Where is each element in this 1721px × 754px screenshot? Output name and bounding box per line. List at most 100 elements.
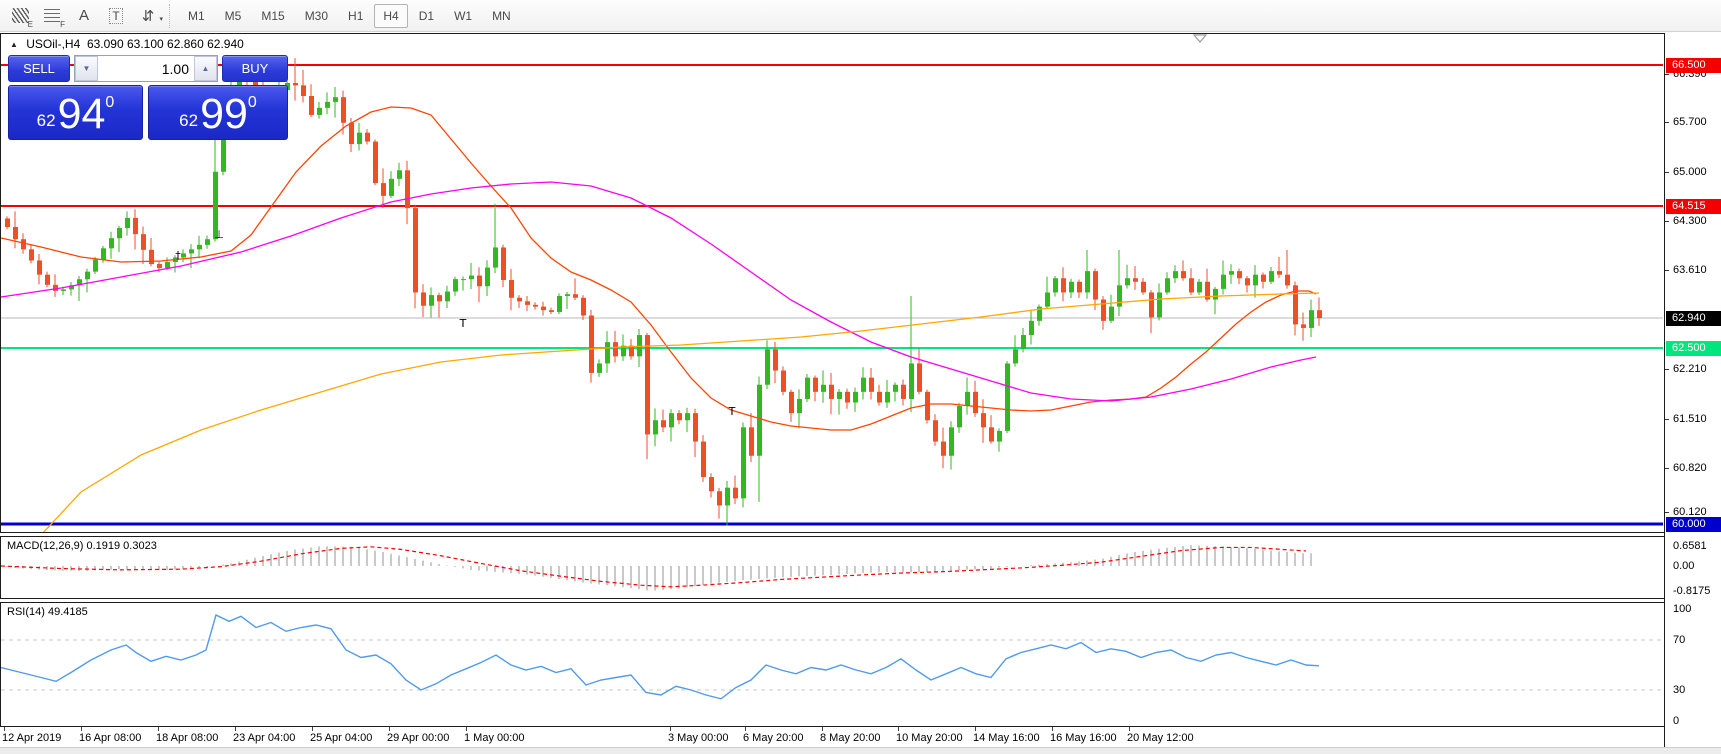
price-tick-label: 61.510 bbox=[1673, 413, 1707, 425]
price-tick-label: 60.120 bbox=[1673, 506, 1707, 518]
timeframe-button-mn[interactable]: MN bbox=[492, 8, 511, 23]
timeframe-button-w1[interactable]: W1 bbox=[454, 8, 473, 23]
timeframe-toolbar: M1 M5 M15 M30 H1 H4 D1 W1 MN bbox=[178, 3, 521, 28]
price-tick-mark bbox=[1665, 468, 1669, 469]
sell-button[interactable]: SELL bbox=[8, 55, 70, 82]
time-axis-label: 8 May 20:00 bbox=[820, 732, 881, 744]
price-badge-62.500: 62.500 bbox=[1666, 341, 1721, 356]
rsi-pane[interactable]: RSI(14) 49.4185 bbox=[0, 602, 1664, 727]
chart-shift-marker-icon bbox=[1192, 34, 1208, 43]
rsi-axis-label: 70 bbox=[1673, 634, 1686, 646]
price-tick-label: 62.210 bbox=[1673, 363, 1707, 375]
timeframe-button-m1[interactable]: M1 bbox=[188, 8, 205, 23]
glyph: A bbox=[78, 7, 89, 24]
bottom-strip bbox=[0, 747, 1721, 754]
time-axis-label: 10 May 20:00 bbox=[896, 732, 963, 744]
glyph: T bbox=[109, 7, 123, 24]
timeframe-button-d1[interactable]: D1 bbox=[418, 8, 435, 23]
ma-mid-magenta bbox=[1, 181, 1317, 402]
time-axis-label: 6 May 20:00 bbox=[743, 732, 804, 744]
time-tick-mark bbox=[4, 727, 5, 731]
ma-slow-gold bbox=[42, 292, 1320, 532]
price-tick-mark bbox=[1665, 512, 1669, 513]
macd-values: 0.1919 0.3023 bbox=[86, 540, 157, 552]
time-tick-mark bbox=[389, 727, 390, 731]
macd-canvas[interactable] bbox=[1, 537, 1663, 598]
sell-price-pips: 94 bbox=[57, 89, 106, 138]
chart-title: ▲ USOil-,H4 63.090 63.100 62.860 62.940 bbox=[10, 37, 244, 51]
price-tick-label: 64.300 bbox=[1673, 215, 1707, 227]
rsi-axis-label: 0 bbox=[1673, 715, 1680, 727]
price-tick-mark bbox=[1665, 270, 1669, 271]
time-tick-mark bbox=[822, 727, 823, 731]
arrow-objects-icon[interactable]: ⇵ ▾ bbox=[133, 3, 163, 29]
price-badge-62.940: 62.940 bbox=[1666, 311, 1721, 326]
time-axis[interactable]: 12 Apr 2019 16 Apr 08:00 18 Apr 08:00 23 Ap… bbox=[0, 727, 1664, 747]
fib-glyph bbox=[44, 9, 60, 22]
rsi-axis-label: 100 bbox=[1673, 603, 1692, 615]
sell-price-panel[interactable]: 62 94 0 bbox=[8, 85, 143, 140]
macd-pane[interactable]: MACD(12,26,9) 0.1919 0.3023 bbox=[0, 536, 1664, 599]
text-label-tool-icon[interactable]: T bbox=[101, 3, 131, 29]
volume-increase-icon[interactable]: ▲ bbox=[194, 56, 217, 81]
collapse-icon[interactable]: ▲ bbox=[10, 40, 18, 49]
price-badge-60.000: 60.000 bbox=[1666, 517, 1721, 532]
buy-price-major: 62 bbox=[179, 111, 199, 130]
price-tick-mark bbox=[1665, 122, 1669, 123]
rsi-canvas[interactable] bbox=[1, 603, 1663, 726]
time-axis-label: 3 May 00:00 bbox=[668, 732, 729, 744]
time-axis-label: 16 May 16:00 bbox=[1050, 732, 1117, 744]
text-tool-icon[interactable]: A bbox=[69, 3, 99, 29]
time-tick-mark bbox=[1129, 727, 1130, 731]
timeframe-button-m30[interactable]: M30 bbox=[304, 8, 329, 23]
sell-button-label: SELL bbox=[23, 61, 55, 76]
timeframe-button-m5[interactable]: M5 bbox=[224, 8, 242, 23]
macd-axis-label: -0.8175 bbox=[1673, 585, 1711, 597]
time-axis-label: 1 May 00:00 bbox=[464, 732, 525, 744]
glyph: ⇵ bbox=[141, 7, 155, 25]
time-axis-label: 29 Apr 00:00 bbox=[387, 732, 450, 744]
top-toolbar: E F A T ⇵ ▾ M1 M5 M15 M30 H1 H4 D1 W1 MN bbox=[0, 0, 1721, 32]
chart-object-mark: T bbox=[459, 317, 467, 330]
rsi-line bbox=[1, 614, 1320, 700]
buy-button-label: BUY bbox=[241, 61, 269, 76]
price-chart-canvas[interactable]: † ⊥ T T bbox=[1, 34, 1663, 532]
buy-button[interactable]: BUY bbox=[222, 55, 288, 82]
ohlc-low: 62.860 bbox=[167, 37, 204, 51]
time-axis-label: 20 May 12:00 bbox=[1127, 732, 1194, 744]
rsi-label: RSI(14) 49.4185 bbox=[7, 606, 88, 618]
time-tick-mark bbox=[466, 727, 467, 731]
rsi-axis-label: 30 bbox=[1673, 684, 1686, 696]
symbol-timeframe: USOil-,H4 bbox=[26, 37, 81, 51]
dropdown-caret-icon: ▾ bbox=[159, 15, 163, 23]
buy-price-panel[interactable]: 62 99 0 bbox=[148, 85, 288, 140]
line-study-tools: E F A T ⇵ ▾ bbox=[4, 3, 164, 29]
timeframe-button-h1[interactable]: H1 bbox=[348, 8, 364, 23]
volume-input[interactable] bbox=[98, 56, 194, 81]
buy-price-point: 0 bbox=[247, 94, 257, 111]
price-badge-66.500: 66.500 bbox=[1666, 58, 1721, 73]
toolbar-separator bbox=[169, 3, 171, 28]
chart-object-mark: † bbox=[175, 249, 181, 262]
rsi-value: 49.4185 bbox=[47, 606, 88, 618]
sub-letter: E bbox=[27, 19, 33, 29]
macd-axis-label: 0.00 bbox=[1673, 560, 1695, 572]
hatch-glyph bbox=[11, 8, 29, 23]
volume-decrease-icon[interactable]: ▼ bbox=[75, 56, 98, 81]
price-axis[interactable]: 66.390 65.700 65.000 64.300 63.610 62.210 61.5… bbox=[1664, 33, 1721, 747]
time-tick-mark bbox=[670, 727, 671, 731]
timeframe-button-m15[interactable]: M15 bbox=[261, 8, 285, 23]
time-tick-mark bbox=[235, 727, 236, 731]
time-axis-label: 14 May 16:00 bbox=[973, 732, 1040, 744]
time-axis-label: 25 Apr 04:00 bbox=[310, 732, 373, 744]
macd-signal-line bbox=[1, 546, 1307, 588]
chart-object-mark: T bbox=[728, 405, 736, 418]
time-axis-label: 18 Apr 08:00 bbox=[156, 732, 219, 744]
equidistant-channel-icon[interactable]: E bbox=[5, 3, 35, 29]
price-badge-64.515: 64.515 bbox=[1666, 199, 1721, 214]
ohlc-open: 63.090 bbox=[86, 37, 124, 51]
timeframe-button-h4[interactable]: H4 bbox=[374, 3, 408, 28]
fibonacci-retracement-icon[interactable]: F bbox=[37, 3, 67, 29]
price-tick-label: 65.000 bbox=[1673, 166, 1707, 178]
price-tick-mark bbox=[1665, 172, 1669, 173]
